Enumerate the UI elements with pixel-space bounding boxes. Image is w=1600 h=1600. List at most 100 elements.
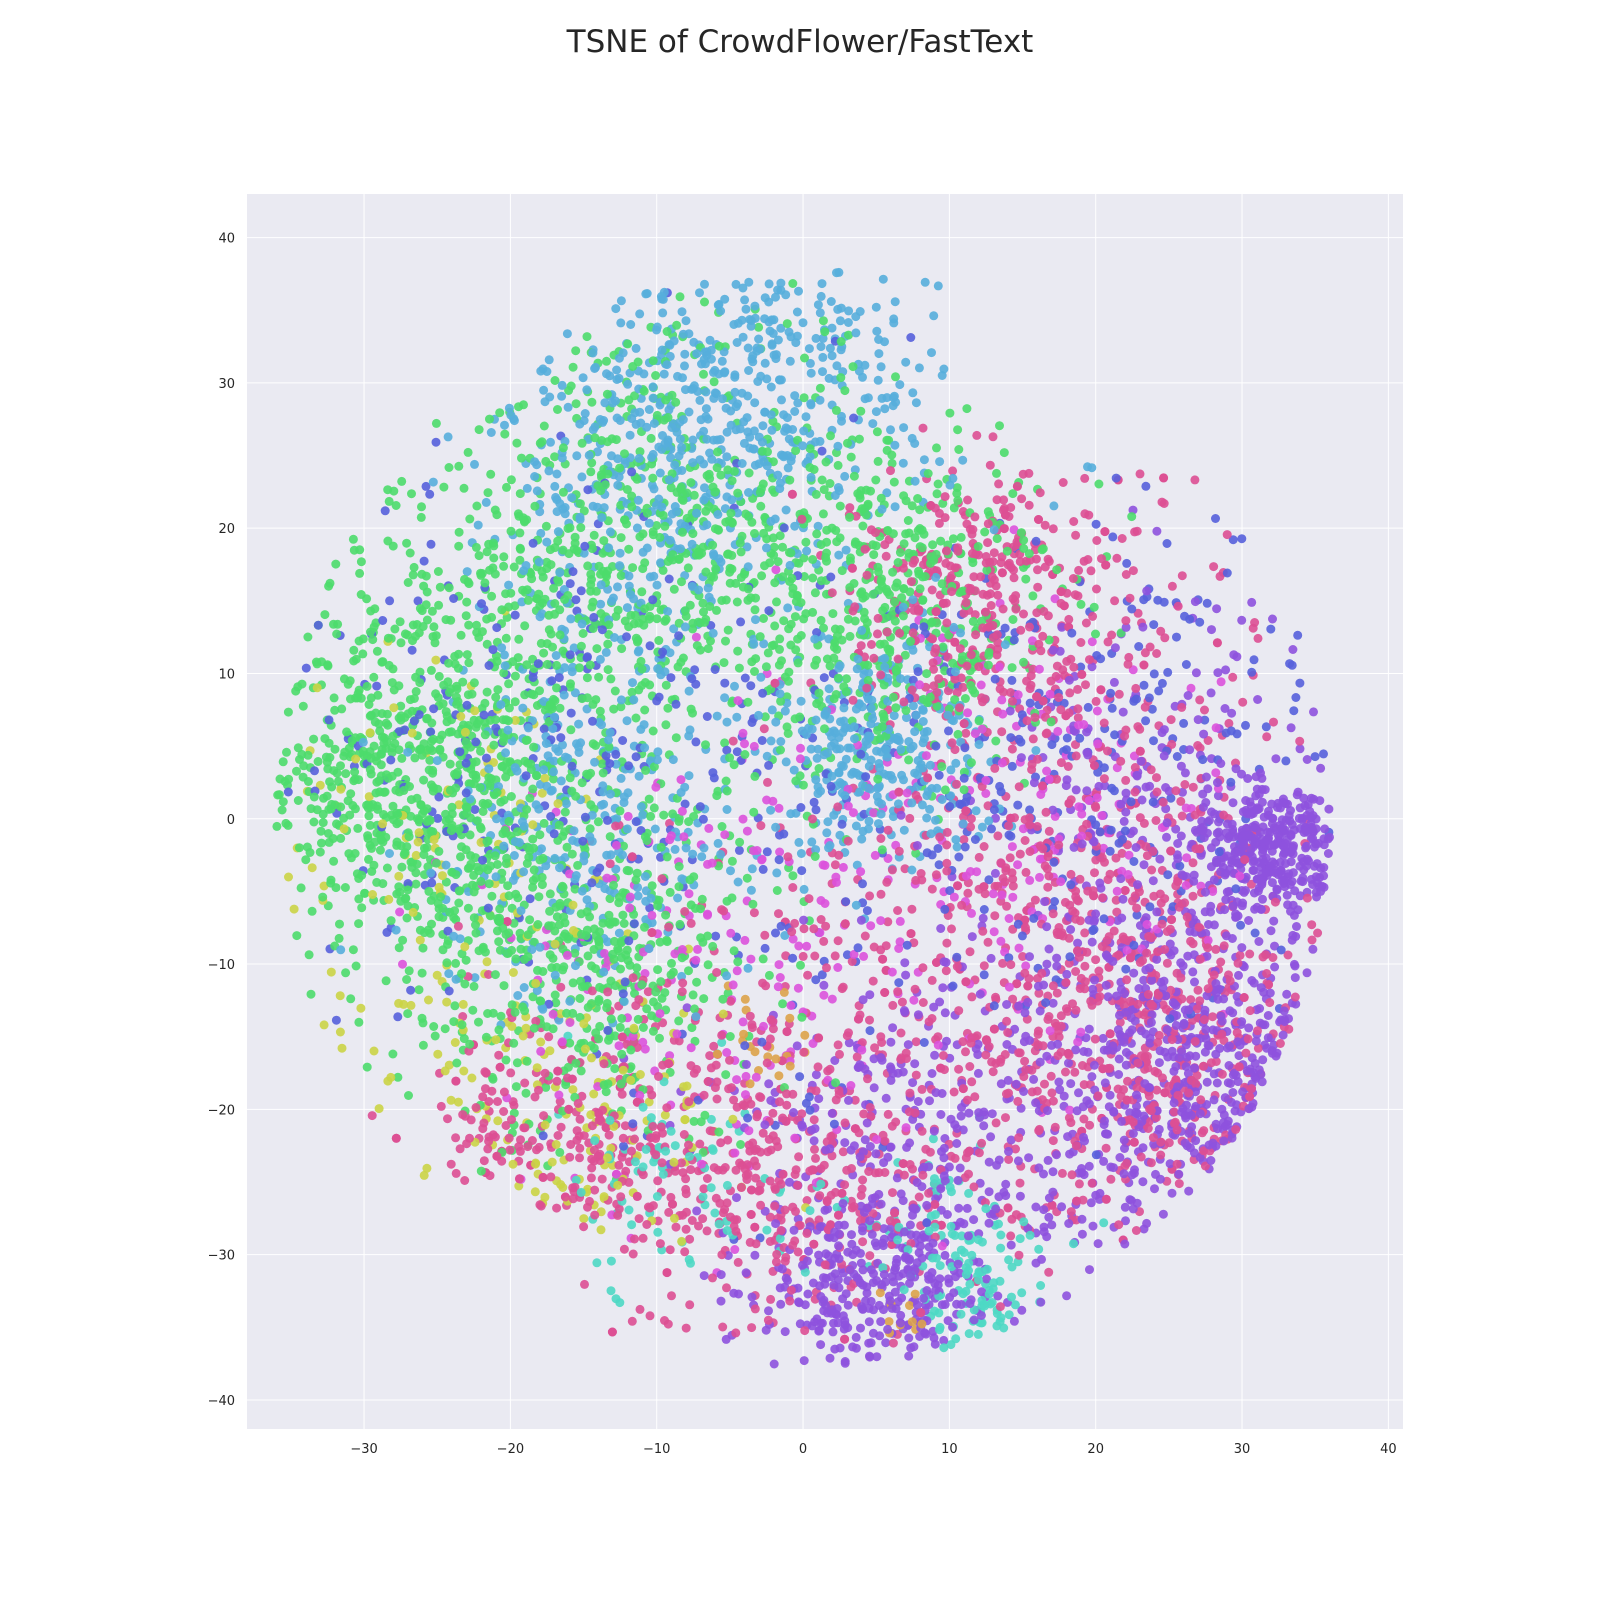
scatter-point (681, 1174, 691, 1184)
scatter-point (336, 761, 345, 771)
scatter-point (1289, 959, 1299, 969)
scatter-point (1091, 696, 1101, 706)
scatter-point (833, 936, 843, 946)
scatter-point (1000, 640, 1010, 650)
scatter-point (1044, 1267, 1054, 1277)
scatter-point (889, 711, 899, 721)
scatter-point (1034, 1244, 1044, 1254)
scatter-point (1033, 565, 1042, 575)
scatter-point (1087, 1178, 1097, 1188)
scatter-point (823, 817, 833, 827)
scatter-point (388, 801, 398, 811)
scatter-point (736, 547, 746, 557)
scatter-point (292, 766, 301, 776)
scatter-point (1061, 1067, 1070, 1077)
scatter-point (1213, 668, 1223, 678)
scatter-point (315, 847, 325, 857)
scatter-point (550, 853, 560, 863)
scatter-point (598, 918, 608, 928)
scatter-point (758, 864, 768, 874)
scatter-point (1266, 926, 1276, 936)
scatter-point (470, 805, 480, 814)
scatter-point (627, 1220, 637, 1230)
scatter-point (944, 726, 953, 736)
scatter-point (391, 925, 401, 935)
scatter-point (312, 683, 322, 693)
scatter-point (616, 964, 625, 974)
scatter-point (754, 334, 764, 344)
scatter-point (578, 373, 588, 383)
scatter-point (463, 447, 473, 457)
scatter-point (529, 742, 539, 752)
scatter-point (738, 1017, 748, 1027)
scatter-point (948, 534, 958, 544)
scatter-point (666, 453, 676, 463)
scatter-point (663, 703, 673, 713)
scatter-point (750, 771, 760, 781)
scatter-point (954, 1203, 964, 1213)
scatter-point (504, 580, 514, 590)
scatter-point (506, 526, 516, 536)
scatter-point (378, 616, 388, 625)
scatter-point (1160, 633, 1170, 643)
scatter-point (574, 663, 584, 673)
scatter-point (1001, 1179, 1011, 1189)
scatter-point (615, 548, 625, 558)
scatter-point (570, 688, 580, 698)
scatter-point (1034, 988, 1044, 998)
scatter-point (893, 987, 903, 997)
scatter-point (1006, 1240, 1016, 1250)
scatter-point (749, 426, 759, 436)
scatter-point (431, 655, 441, 665)
scatter-point (348, 945, 358, 955)
scatter-point (375, 845, 385, 855)
scatter-point (850, 616, 860, 626)
scatter-point (1292, 922, 1301, 931)
scatter-point (762, 1225, 772, 1235)
scatter-point (820, 1260, 830, 1270)
scatter-point (816, 1164, 826, 1174)
scatter-point (1112, 553, 1122, 563)
scatter-point (729, 320, 739, 329)
scatter-point (565, 869, 574, 879)
scatter-point (1078, 1195, 1088, 1205)
scatter-point (626, 320, 636, 329)
scatter-point (1017, 1305, 1027, 1315)
scatter-point (1228, 535, 1238, 545)
scatter-point (862, 906, 872, 916)
scatter-point (1017, 931, 1027, 941)
scatter-point (649, 419, 659, 428)
scatter-point (411, 868, 421, 878)
scatter-point (698, 1214, 708, 1224)
scatter-point (590, 1185, 600, 1195)
scatter-point (582, 673, 592, 683)
scatter-point (838, 1294, 848, 1304)
scatter-point (541, 1082, 551, 1092)
scatter-point (1211, 768, 1221, 778)
scatter-point (1034, 1163, 1044, 1173)
scatter-point (989, 548, 999, 558)
scatter-point (1011, 604, 1021, 614)
scatter-point (796, 743, 805, 753)
scatter-point (1002, 901, 1012, 911)
scatter-point (512, 438, 522, 448)
scatter-point (511, 954, 521, 964)
scatter-point (755, 1092, 765, 1102)
scatter-point (1039, 980, 1049, 990)
scatter-point (537, 872, 547, 882)
scatter-point (1244, 1023, 1254, 1033)
scatter-point (618, 736, 628, 745)
scatter-point (1072, 895, 1082, 905)
scatter-point (794, 1152, 804, 1162)
scatter-point (296, 883, 306, 893)
scatter-point (781, 505, 791, 515)
scatter-point (1167, 1188, 1177, 1198)
scatter-point (1020, 1056, 1030, 1066)
scatter-point (981, 1050, 991, 1060)
scatter-point (293, 682, 303, 692)
scatter-point (445, 759, 455, 769)
scatter-point (1207, 625, 1216, 635)
scatter-point (1247, 597, 1257, 607)
scatter-point (953, 496, 963, 505)
scatter-point (783, 463, 793, 473)
